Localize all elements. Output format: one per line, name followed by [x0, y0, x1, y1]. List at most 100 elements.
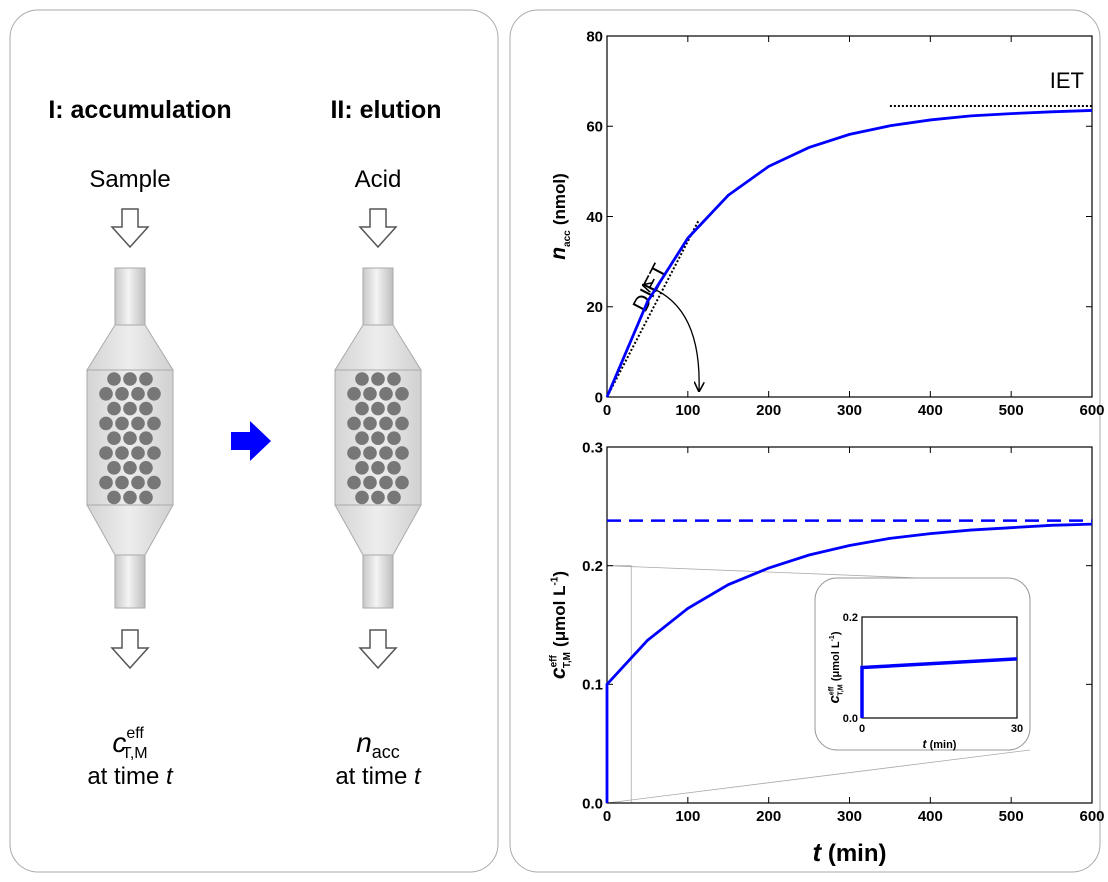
data-line: [605, 109, 1093, 398]
text-part: (min): [828, 840, 887, 867]
process-arrow: [231, 421, 271, 461]
x-tick-label: 200: [756, 402, 781, 419]
y-tick-label: 0: [595, 389, 603, 406]
text-part: t: [166, 763, 174, 790]
resin-bead: [115, 387, 129, 401]
y-tick-label: 40: [586, 209, 603, 226]
text-part: T,M: [562, 652, 573, 668]
output-time: at time t: [335, 763, 422, 790]
text-part: (μmol L: [550, 586, 569, 647]
resin-bead: [347, 446, 361, 460]
zoom-line: [606, 749, 1031, 804]
resin-bead: [387, 401, 401, 416]
text-part: t: [923, 737, 928, 751]
text-part: -1: [549, 576, 560, 585]
text-part: at time: [87, 763, 159, 790]
text-part: c: [547, 667, 570, 679]
resin-bead: [355, 372, 369, 386]
x-tick-label: 600: [1079, 808, 1104, 825]
resin-bead: [371, 401, 385, 416]
x-tick-label: 100: [675, 808, 700, 825]
text-part: -1: [829, 635, 836, 641]
x-tick-label: 400: [918, 808, 943, 825]
x-tick-label: 500: [999, 808, 1024, 825]
resin-bead: [147, 387, 161, 401]
resin-bead: [123, 431, 137, 446]
text-part: (μmol L: [830, 641, 842, 681]
text-part: eff: [829, 686, 836, 695]
x-tick-label: 0: [859, 723, 865, 735]
y-tick-label: 0.3: [582, 439, 603, 456]
y-tick-label: 0.2: [843, 612, 858, 624]
x-tick-label: 600: [1079, 402, 1104, 419]
y-tick-label: 60: [586, 119, 603, 136]
resin-bead: [115, 475, 129, 490]
column-tube: [362, 554, 394, 609]
tangent-line: [606, 220, 700, 398]
annotation-label: IET: [1050, 68, 1084, 93]
resin-bead: [395, 387, 409, 401]
resin-bead: [131, 416, 145, 431]
y-tick-label: 0.2: [582, 558, 603, 575]
resin-bead: [355, 431, 369, 446]
step-input: Acid: [355, 166, 402, 193]
column-tube: [114, 267, 146, 327]
resin-bead: [363, 387, 377, 401]
resin-bead: [123, 461, 137, 475]
resin-bead: [363, 446, 377, 460]
resin-bead: [147, 446, 161, 460]
text-part: c: [826, 695, 843, 704]
data-line: [605, 522, 1093, 803]
x-tick-label: 100: [675, 402, 700, 419]
x-tick-label: 0: [603, 402, 611, 419]
x-tick-label: 0: [603, 808, 611, 825]
x-tick-label: 400: [918, 402, 943, 419]
resin-bead: [363, 475, 377, 490]
flow-arrow: [110, 629, 150, 670]
resin-bead: [371, 372, 385, 386]
resin-bead: [347, 387, 361, 401]
x-tick-label: 300: [837, 402, 862, 419]
text-part: acc: [562, 230, 573, 247]
resin-bead: [355, 490, 369, 505]
y-tick-label: 0.1: [582, 677, 603, 694]
text-part: at time: [335, 763, 407, 790]
x-tick-label: 200: [756, 808, 781, 825]
resin-bead: [139, 461, 153, 475]
resin-bead: [147, 475, 161, 490]
resin-bead: [395, 446, 409, 460]
text-part: eff: [126, 725, 144, 742]
text-part: ): [830, 631, 842, 635]
y-tick-label: 0.0: [582, 795, 603, 812]
text-part: n: [547, 247, 570, 260]
resin-bead: [395, 475, 409, 490]
text-part: (min): [930, 739, 957, 751]
resin-bead: [379, 416, 393, 431]
resin-bead: [363, 416, 377, 431]
resin-bead: [107, 490, 121, 505]
column-tube: [362, 267, 394, 327]
text-part: (nmol): [550, 173, 569, 225]
resin-bead: [347, 416, 361, 431]
resin-bead: [387, 431, 401, 446]
resin-bead: [147, 416, 161, 431]
resin-bead: [99, 416, 113, 431]
output-symbol: nacc: [356, 727, 400, 762]
text-part: t: [414, 763, 422, 790]
text-part: c: [112, 727, 126, 758]
resin-bead: [107, 431, 121, 446]
resin-bead: [99, 387, 113, 401]
resin-bead: [107, 401, 121, 416]
resin-bead: [139, 431, 153, 446]
y-tick-label: 20: [586, 299, 603, 316]
zoom-line: [606, 565, 921, 579]
y-tick-label: 0.0: [843, 713, 858, 725]
resin-bead: [371, 431, 385, 446]
resin-bead: [387, 490, 401, 505]
step-input: Sample: [89, 166, 170, 193]
x-axis-label: t (min): [923, 737, 957, 751]
resin-bead: [115, 446, 129, 460]
step-title: II: elution: [330, 96, 441, 124]
column-tube: [114, 554, 146, 609]
resin-bead: [371, 490, 385, 505]
